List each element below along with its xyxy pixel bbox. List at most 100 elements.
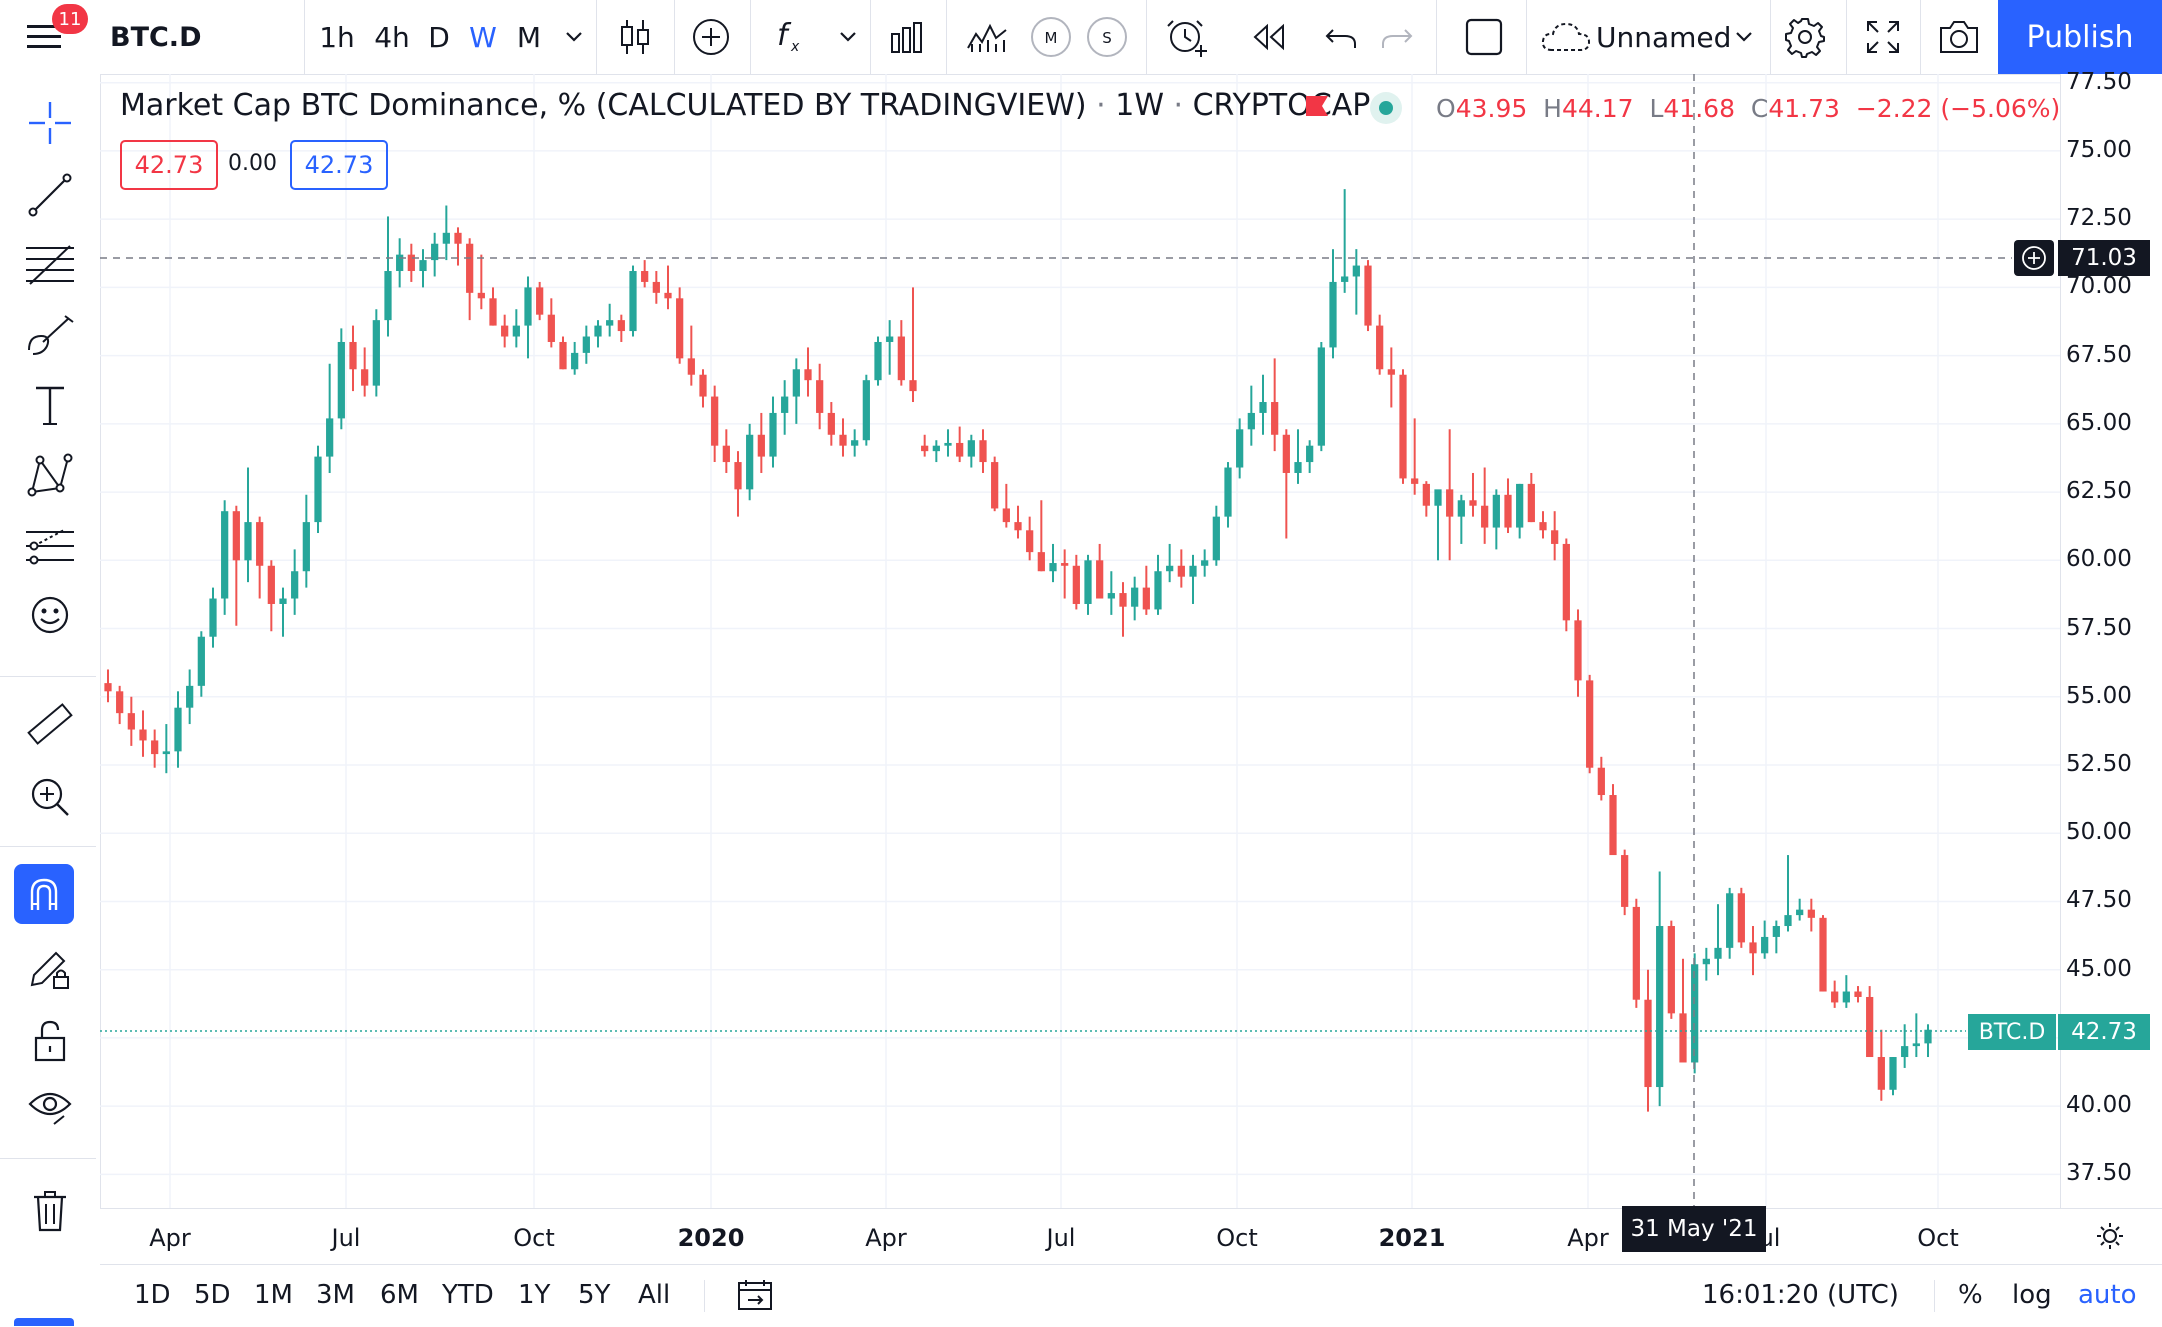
candle — [956, 426, 964, 463]
fullscreen-icon[interactable] — [1858, 0, 1908, 74]
range-1m[interactable]: 1M — [254, 1280, 293, 1310]
s-circle-button[interactable]: S — [1084, 0, 1130, 74]
candle — [1621, 849, 1629, 916]
undo-icon[interactable] — [1316, 0, 1366, 74]
brush-icon[interactable] — [0, 300, 100, 370]
menu-icon[interactable] — [8, 0, 82, 74]
range-ytd[interactable]: YTD — [442, 1280, 494, 1310]
candle — [1037, 500, 1045, 572]
price-chart[interactable] — [100, 74, 2060, 1208]
pattern-tool-icon[interactable] — [0, 440, 100, 510]
financials-icon[interactable] — [882, 0, 932, 74]
layout-square-icon[interactable] — [1460, 0, 1508, 74]
range-6m[interactable]: 6M — [380, 1280, 419, 1310]
candle — [722, 429, 730, 473]
range-5d[interactable]: 5D — [194, 1280, 231, 1310]
candle-body — [442, 232, 450, 244]
log-toggle[interactable]: log — [2012, 1280, 2052, 1310]
magnet-icon[interactable] — [14, 864, 74, 924]
s-label: S — [1102, 29, 1112, 47]
series-interval: 1W — [1115, 88, 1164, 123]
candle-body — [326, 418, 334, 457]
candle-body — [1352, 265, 1360, 277]
publish-button[interactable]: Publish — [1998, 0, 2162, 74]
chevron-down-icon[interactable] — [1726, 0, 1762, 74]
candle — [384, 216, 392, 337]
zoom-in-icon[interactable] — [0, 762, 100, 832]
redo-icon[interactable] — [1372, 0, 1422, 74]
crosshair-add-button[interactable] — [2014, 240, 2054, 276]
interval-d[interactable]: D — [428, 20, 450, 54]
compare-add-icon[interactable] — [686, 0, 736, 74]
candle-body — [629, 271, 637, 332]
candle-body — [1282, 434, 1290, 473]
candle-body — [1224, 467, 1232, 517]
candle — [361, 347, 369, 397]
panel-handle[interactable] — [14, 1318, 74, 1326]
camera-icon[interactable] — [1934, 0, 1984, 74]
chevron-down-icon[interactable] — [830, 0, 866, 74]
price-tick-label: 50.00 — [2066, 819, 2132, 846]
time-label: Apr — [865, 1224, 907, 1252]
price-tick-label: 75.00 — [2066, 136, 2132, 163]
candle — [1912, 1013, 1920, 1058]
go-to-date-icon[interactable] — [736, 1264, 774, 1326]
range-3m[interactable]: 3M — [316, 1280, 355, 1310]
interval-1h[interactable]: 1h — [319, 20, 355, 54]
auto-toggle[interactable]: auto — [2078, 1280, 2137, 1310]
symbol-search[interactable]: BTC.D — [110, 21, 202, 53]
candle — [116, 685, 124, 725]
fib-retracement-icon[interactable] — [0, 230, 100, 300]
value-box-left[interactable]: 42.73 — [120, 140, 218, 190]
flag-icon[interactable] — [1304, 94, 1330, 124]
layout-name[interactable]: Unnamed — [1596, 20, 1732, 54]
eye-icon[interactable] — [0, 1072, 100, 1142]
candle — [1096, 543, 1104, 599]
candle-body — [687, 358, 695, 375]
interval-4h[interactable]: 4h — [374, 20, 410, 54]
candle — [734, 451, 742, 517]
range-1y[interactable]: 1Y — [518, 1280, 551, 1310]
candle-body — [1784, 915, 1792, 927]
alarm-add-icon[interactable] — [1162, 0, 1212, 74]
candles-icon[interactable] — [610, 0, 660, 74]
interval-w[interactable]: W — [469, 20, 497, 54]
clock-time[interactable]: 16:01:20 (UTC) — [1702, 1280, 1899, 1310]
prediction-tool-icon[interactable] — [0, 510, 100, 580]
range-all[interactable]: All — [638, 1280, 671, 1310]
candle-body — [1796, 909, 1804, 916]
candle — [1492, 489, 1500, 550]
ruler-icon[interactable] — [0, 690, 100, 760]
candle-body — [1866, 996, 1874, 1058]
emoji-icon[interactable] — [0, 580, 100, 650]
candle — [1271, 358, 1279, 452]
range-1d[interactable]: 1D — [134, 1280, 171, 1310]
value-box-right[interactable]: 42.73 — [290, 140, 388, 190]
time-axis[interactable] — [100, 1208, 2162, 1265]
cloud-icon[interactable] — [1536, 0, 1596, 74]
percent-toggle[interactable]: % — [1958, 1280, 1983, 1310]
lock-icon[interactable] — [0, 1006, 100, 1076]
candle-body — [1259, 402, 1267, 413]
rewind-icon[interactable] — [1244, 0, 1294, 74]
gear-icon[interactable] — [1780, 0, 1830, 74]
replay-bars-icon[interactable] — [962, 0, 1012, 74]
interval-m[interactable]: M — [516, 20, 542, 54]
chart-settings-icon[interactable] — [2090, 1218, 2130, 1254]
chevron-down-icon[interactable] — [556, 0, 592, 74]
svg-text:x: x — [790, 39, 800, 55]
crosshair-icon[interactable] — [0, 88, 100, 158]
lock-drawing-pencil-icon[interactable] — [0, 934, 100, 1004]
candle-body — [419, 260, 427, 272]
trend-line-icon[interactable] — [0, 160, 100, 230]
time-label-year: 2021 — [1378, 1224, 1446, 1252]
m-circle-button[interactable]: M — [1028, 0, 1074, 74]
legend-title[interactable]: Market Cap BTC Dominance, % (CALCULATED … — [120, 88, 1371, 123]
text-tool-icon[interactable] — [0, 370, 100, 440]
price-tick-label: 47.50 — [2066, 887, 2132, 914]
range-5y[interactable]: 5Y — [578, 1280, 611, 1310]
candle-body — [1889, 1057, 1897, 1090]
trash-icon[interactable] — [0, 1176, 100, 1246]
candle — [851, 429, 859, 457]
